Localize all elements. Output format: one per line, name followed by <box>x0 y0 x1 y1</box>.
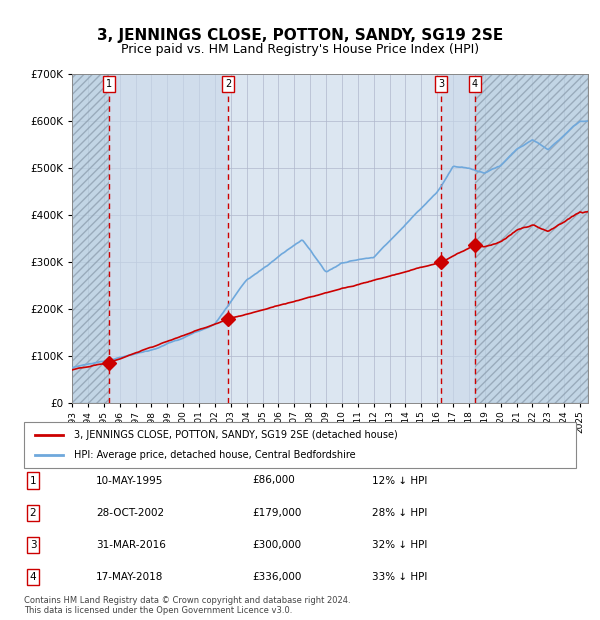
Text: 10-MAY-1995: 10-MAY-1995 <box>96 476 163 485</box>
Text: 1: 1 <box>29 476 37 485</box>
Text: £179,000: £179,000 <box>252 508 301 518</box>
FancyBboxPatch shape <box>24 422 576 468</box>
Text: 12% ↓ HPI: 12% ↓ HPI <box>372 476 427 485</box>
Text: 4: 4 <box>29 572 37 582</box>
Text: 2: 2 <box>225 79 231 89</box>
Text: 4: 4 <box>472 79 478 89</box>
Text: 1: 1 <box>106 79 113 89</box>
Text: 3: 3 <box>438 79 444 89</box>
Bar <box>109 74 228 403</box>
Text: 17-MAY-2018: 17-MAY-2018 <box>96 572 163 582</box>
Text: 33% ↓ HPI: 33% ↓ HPI <box>372 572 427 582</box>
Text: Contains HM Land Registry data © Crown copyright and database right 2024.
This d: Contains HM Land Registry data © Crown c… <box>24 596 350 615</box>
Text: 31-MAR-2016: 31-MAR-2016 <box>96 540 166 550</box>
Bar <box>441 74 475 403</box>
Text: 2: 2 <box>29 508 37 518</box>
Text: £336,000: £336,000 <box>252 572 301 582</box>
Text: 3, JENNINGS CLOSE, POTTON, SANDY, SG19 2SE (detached house): 3, JENNINGS CLOSE, POTTON, SANDY, SG19 2… <box>74 430 397 440</box>
Text: £300,000: £300,000 <box>252 540 301 550</box>
Text: 3: 3 <box>29 540 37 550</box>
Text: £86,000: £86,000 <box>252 476 295 485</box>
Text: Price paid vs. HM Land Registry's House Price Index (HPI): Price paid vs. HM Land Registry's House … <box>121 43 479 56</box>
Text: 3, JENNINGS CLOSE, POTTON, SANDY, SG19 2SE: 3, JENNINGS CLOSE, POTTON, SANDY, SG19 2… <box>97 28 503 43</box>
Text: 28% ↓ HPI: 28% ↓ HPI <box>372 508 427 518</box>
Bar <box>72 74 109 403</box>
Text: HPI: Average price, detached house, Central Bedfordshire: HPI: Average price, detached house, Cent… <box>74 450 355 460</box>
Bar <box>475 74 588 403</box>
Text: 32% ↓ HPI: 32% ↓ HPI <box>372 540 427 550</box>
Text: 28-OCT-2002: 28-OCT-2002 <box>96 508 164 518</box>
